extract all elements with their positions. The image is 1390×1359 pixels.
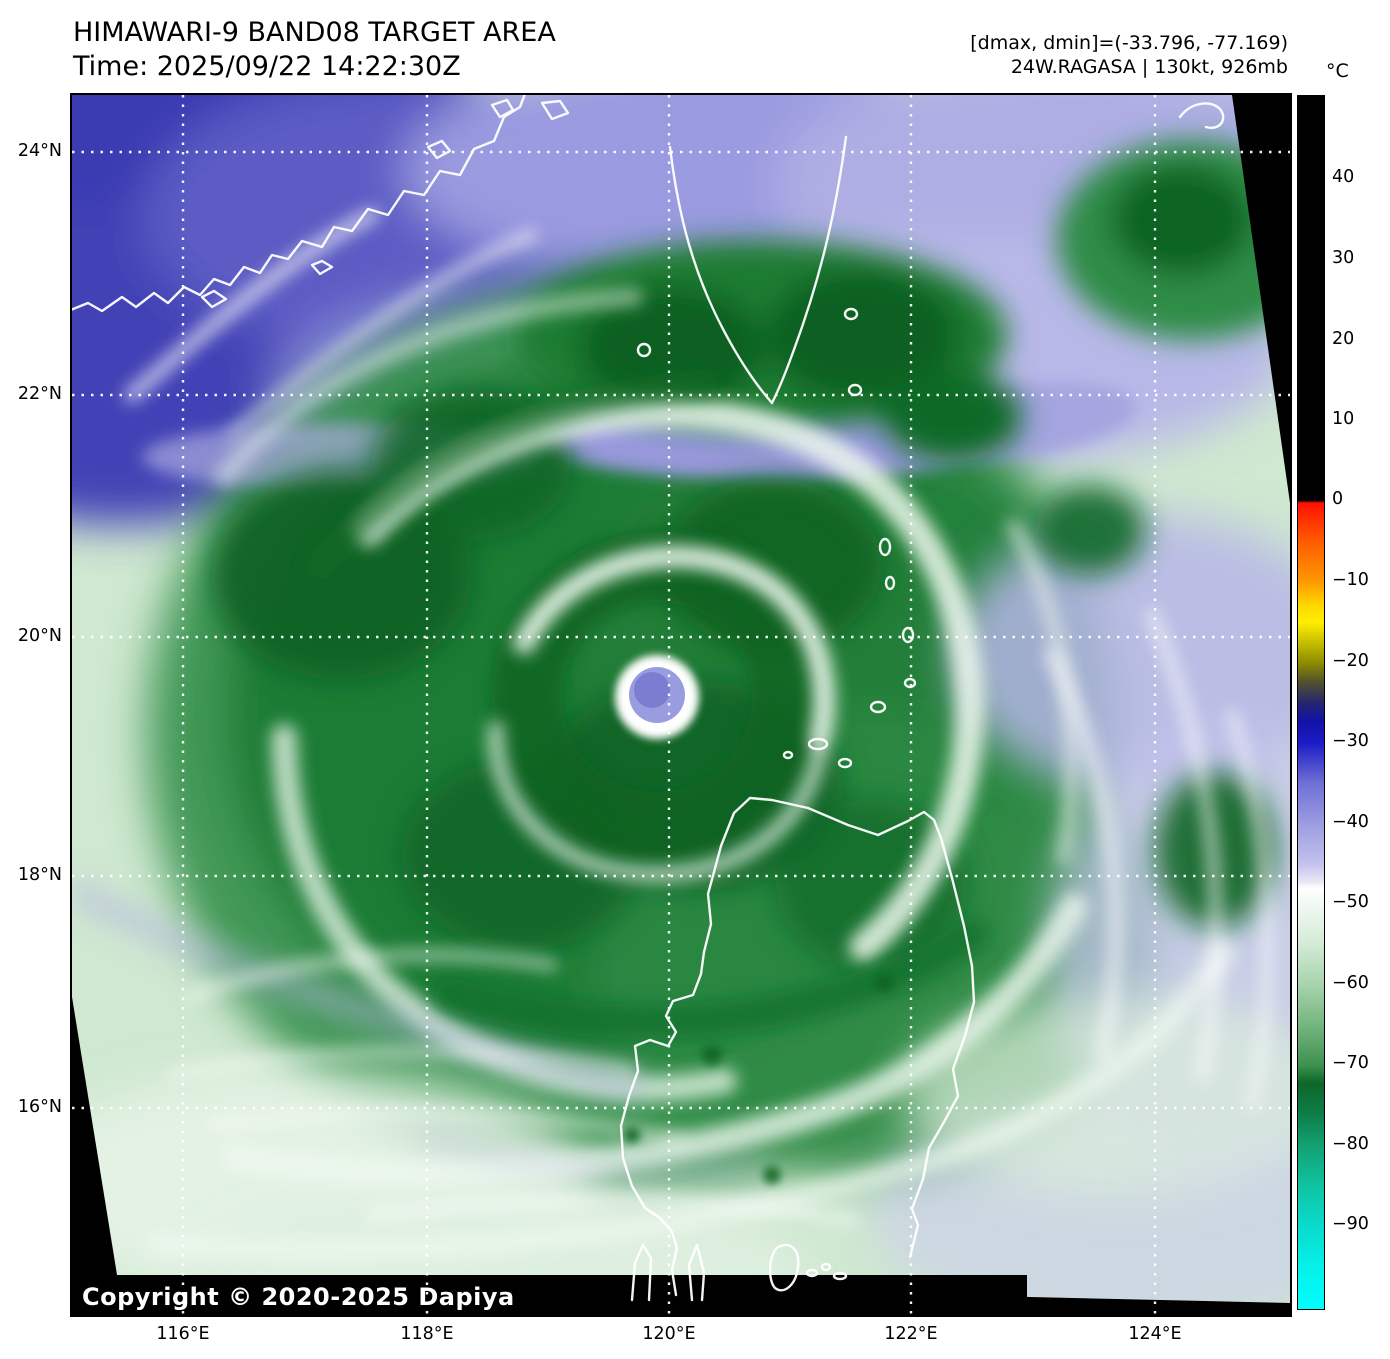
no-data-region-bottom xyxy=(72,997,1290,1315)
typhoon-eye xyxy=(615,655,699,739)
copyright-backing xyxy=(72,1275,1027,1312)
lat-label-16n: 16°N xyxy=(17,1097,62,1117)
colorbar-tick-m10: −10 xyxy=(1332,570,1369,590)
colorbar-tick-m30: −30 xyxy=(1332,731,1369,751)
lon-label-122e: 122°E xyxy=(884,1324,938,1344)
storm-info-annotation: 24W.RAGASA | 130kt, 926mb xyxy=(1010,56,1288,78)
colorbar-tick-0: 0 xyxy=(1332,489,1344,509)
dmax-dmin-annotation: [dmax, dmin]=(-33.796, -77.169) xyxy=(970,32,1288,54)
colorbar-tick-m60: −60 xyxy=(1332,973,1369,993)
lat-label-18n: 18°N xyxy=(17,865,62,885)
lon-label-118e: 118°E xyxy=(400,1324,454,1344)
colorbar-tick-m50: −50 xyxy=(1332,892,1369,912)
satellite-imagery xyxy=(72,95,1290,1315)
gridlines xyxy=(72,95,1290,1315)
coastline-taiwan xyxy=(636,135,863,405)
colorbar-tick-30: 30 xyxy=(1332,248,1355,268)
lon-label-116e: 116°E xyxy=(156,1324,210,1344)
luzon-dark-specks xyxy=(624,974,893,1184)
lat-label-24n: 24°N xyxy=(17,141,62,161)
no-data-region-top-right xyxy=(1232,95,1290,503)
copyright-watermark: Copyright © 2020-2025 Dapiya xyxy=(82,1283,515,1311)
lat-label-20n: 20°N xyxy=(17,626,62,646)
colorbar-tick-m70: −70 xyxy=(1332,1053,1369,1073)
colorbar-tick-m80: −80 xyxy=(1332,1134,1369,1154)
southwest-white-streaks xyxy=(167,608,1274,1226)
plot-timestamp: Time: 2025/09/22 14:22:30Z xyxy=(73,51,461,82)
lat-label-22n: 22°N xyxy=(17,384,62,404)
southwest-lavender-streaks xyxy=(72,882,769,1179)
colorbar-tick-40: 40 xyxy=(1332,167,1355,187)
colorbar-tick-10: 10 xyxy=(1332,409,1355,429)
coastline-luzon xyxy=(619,796,976,1302)
colorbar-tick-20: 20 xyxy=(1332,329,1355,349)
colorbar-tick-m40: −40 xyxy=(1332,812,1369,832)
satellite-map: Copyright © 2020-2025 Dapiya xyxy=(70,93,1292,1317)
coastline-ryukyu xyxy=(1178,102,1225,129)
colorbar-tick-m20: −20 xyxy=(1332,651,1369,671)
colorbar-unit-label: °C xyxy=(1326,60,1349,82)
coastline-mindoro xyxy=(768,1243,848,1292)
coastline-china xyxy=(72,95,570,313)
lon-label-120e: 120°E xyxy=(642,1324,696,1344)
colorbar-tick-m90: −90 xyxy=(1332,1214,1369,1234)
plot-title: HIMAWARI-9 BAND08 TARGET AREA xyxy=(73,17,556,48)
lon-label-124e: 124°E xyxy=(1128,1324,1182,1344)
colorbar xyxy=(1297,95,1325,1310)
dark-spiral-arcs xyxy=(307,370,989,1039)
coastline-batanes-babuyan xyxy=(782,537,917,769)
